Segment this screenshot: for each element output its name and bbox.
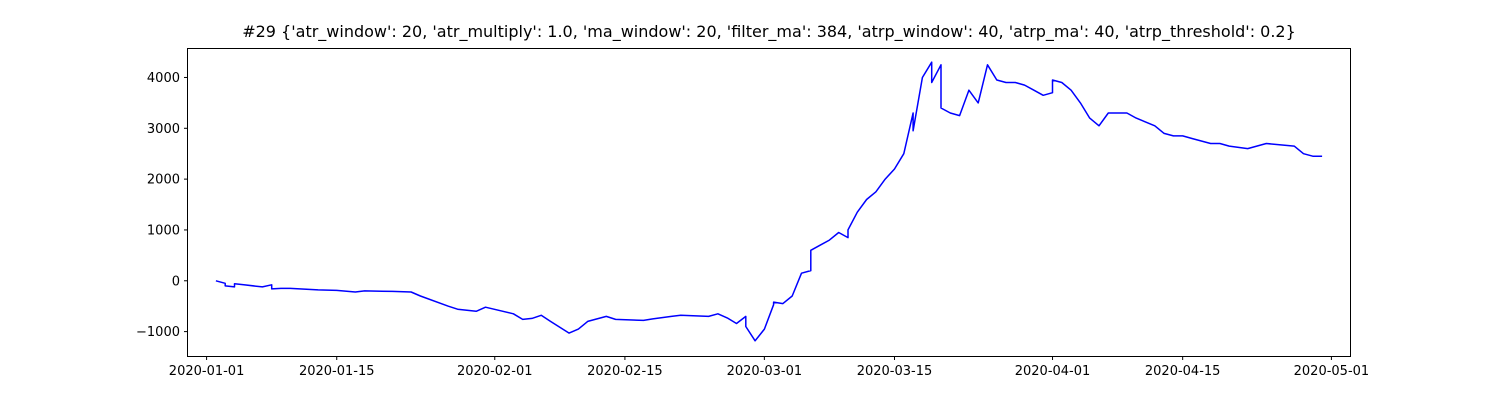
y-tick-label: 0	[172, 274, 180, 289]
x-tick-label: 2020-05-01	[1294, 364, 1370, 379]
x-tick-label: 2020-03-15	[857, 364, 933, 379]
y-axis: −1000 0 1000 2000 3000 4000	[136, 71, 188, 340]
x-tick-label: 2020-01-15	[299, 364, 375, 379]
y-tick-label: 3000	[147, 122, 180, 137]
series-layer	[215, 61, 1323, 342]
chart-title: #29 {'atr_window': 20, 'atr_multiply': 1…	[242, 22, 1296, 41]
series-line-0	[215, 61, 1323, 342]
x-tick-label: 2020-04-01	[1015, 364, 1091, 379]
x-tick-label: 2020-02-01	[457, 364, 533, 379]
y-tick-label: 1000	[147, 223, 180, 238]
y-tick-label: −1000	[136, 325, 180, 340]
x-tick-label: 2020-02-15	[587, 364, 663, 379]
x-axis: 2020-01-01 2020-01-15 2020-02-01 2020-02-15…	[169, 356, 1369, 379]
y-tick-label: 2000	[147, 173, 180, 188]
y-tick-label: 4000	[147, 71, 180, 86]
x-tick-label: 2020-03-01	[727, 364, 803, 379]
x-tick-label: 2020-01-01	[169, 364, 245, 379]
plot-frame	[187, 48, 1351, 357]
x-tick-label: 2020-04-15	[1145, 364, 1221, 379]
